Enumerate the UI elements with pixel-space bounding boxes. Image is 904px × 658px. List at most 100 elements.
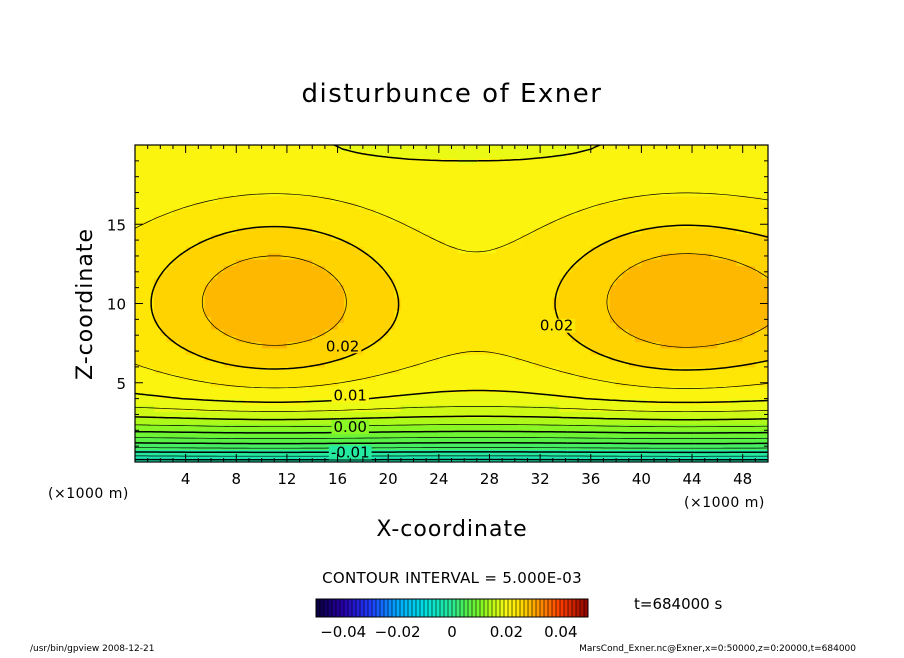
heat-cell	[571, 385, 579, 393]
heat-cell	[742, 284, 750, 292]
heat-cell	[166, 411, 174, 419]
heat-cell	[527, 442, 535, 450]
heat-cell	[223, 436, 231, 444]
heat-cell	[198, 303, 206, 311]
heat-cell	[274, 373, 282, 381]
heat-cell	[692, 278, 699, 286]
heat-cell	[464, 208, 472, 216]
heat-cell	[299, 322, 307, 330]
heat-cell	[527, 436, 535, 444]
heat-cell	[185, 411, 193, 419]
heat-cell	[362, 290, 370, 298]
heat-cell	[464, 195, 472, 203]
heat-cell	[502, 449, 510, 457]
heat-cell	[242, 379, 250, 387]
heat-cell	[198, 385, 206, 393]
heat-cell	[223, 240, 231, 248]
heat-cell	[381, 322, 389, 330]
heat-cell	[571, 157, 579, 165]
heat-cell	[457, 189, 465, 197]
heat-cell	[286, 341, 294, 349]
heat-cell	[514, 151, 522, 159]
heat-cell	[293, 328, 301, 336]
heat-cell	[362, 316, 370, 324]
heat-cell	[141, 455, 149, 462]
heat-cell	[502, 284, 510, 292]
heat-cell	[546, 436, 554, 444]
heat-cell	[223, 151, 231, 159]
heat-cell	[616, 265, 624, 273]
heat-cell	[223, 176, 231, 184]
heat-cell	[628, 189, 636, 197]
heat-cell	[622, 411, 630, 419]
heat-cell	[514, 164, 522, 171]
heat-cell	[717, 240, 725, 248]
heat-cell	[191, 246, 199, 254]
heat-cell	[616, 151, 624, 159]
heat-cell	[248, 309, 256, 317]
heat-cell	[502, 404, 510, 412]
heat-cell	[172, 284, 180, 292]
heat-cell	[635, 385, 642, 393]
heat-cell	[451, 176, 459, 184]
heat-cell	[565, 455, 573, 462]
heat-cell	[305, 347, 313, 355]
heat-cell	[419, 208, 427, 216]
heat-cell	[508, 335, 516, 343]
heat-cell	[483, 360, 491, 368]
heat-cell	[210, 316, 218, 324]
heat-cell	[198, 202, 206, 209]
heat-cell	[578, 170, 586, 178]
heat-cell	[692, 170, 699, 178]
heat-cell	[261, 423, 269, 431]
heat-cell	[521, 284, 529, 292]
heat-cell	[248, 322, 256, 330]
heat-cell	[217, 221, 225, 229]
heat-cell	[527, 360, 535, 368]
heat-cell	[451, 246, 459, 254]
heat-cell	[546, 240, 554, 248]
heat-cell	[407, 290, 415, 298]
heat-cell	[172, 297, 180, 305]
heat-cell	[394, 202, 402, 209]
heat-cell	[217, 164, 225, 171]
heat-cell	[261, 170, 269, 178]
heat-cell	[578, 252, 586, 260]
heat-cell	[324, 214, 332, 222]
heat-cell	[198, 189, 206, 197]
heat-cell	[609, 265, 617, 273]
heat-cell	[508, 183, 516, 190]
heat-cell	[179, 151, 187, 159]
heat-cell	[635, 303, 642, 311]
heat-cell	[267, 176, 275, 184]
heat-cell	[559, 265, 567, 273]
heat-cell	[514, 392, 522, 400]
heat-cell	[451, 430, 459, 438]
heat-cell	[369, 157, 377, 165]
heat-cell	[749, 354, 756, 362]
heat-cell	[394, 430, 402, 438]
heat-cell	[407, 392, 415, 400]
heat-cell	[457, 354, 465, 362]
heat-cell	[502, 411, 510, 419]
heat-cell	[679, 322, 687, 330]
heat-cell	[229, 290, 237, 298]
heat-cell	[204, 290, 212, 298]
heat-cell	[375, 455, 383, 462]
heat-cell	[742, 392, 750, 400]
heat-cell	[451, 347, 459, 355]
heat-cell	[350, 246, 358, 254]
heat-cell	[248, 436, 256, 444]
heat-cell	[584, 347, 592, 355]
heat-cell	[546, 265, 554, 273]
heat-cell	[210, 360, 218, 368]
heat-cell	[635, 195, 642, 203]
heat-cell	[470, 449, 478, 457]
heat-cell	[641, 417, 649, 425]
heat-cell	[666, 176, 674, 184]
heat-cell	[609, 151, 617, 159]
heat-cell	[419, 335, 427, 343]
heat-cell	[388, 183, 396, 190]
heat-cell	[286, 284, 294, 292]
heat-cell	[698, 404, 706, 412]
